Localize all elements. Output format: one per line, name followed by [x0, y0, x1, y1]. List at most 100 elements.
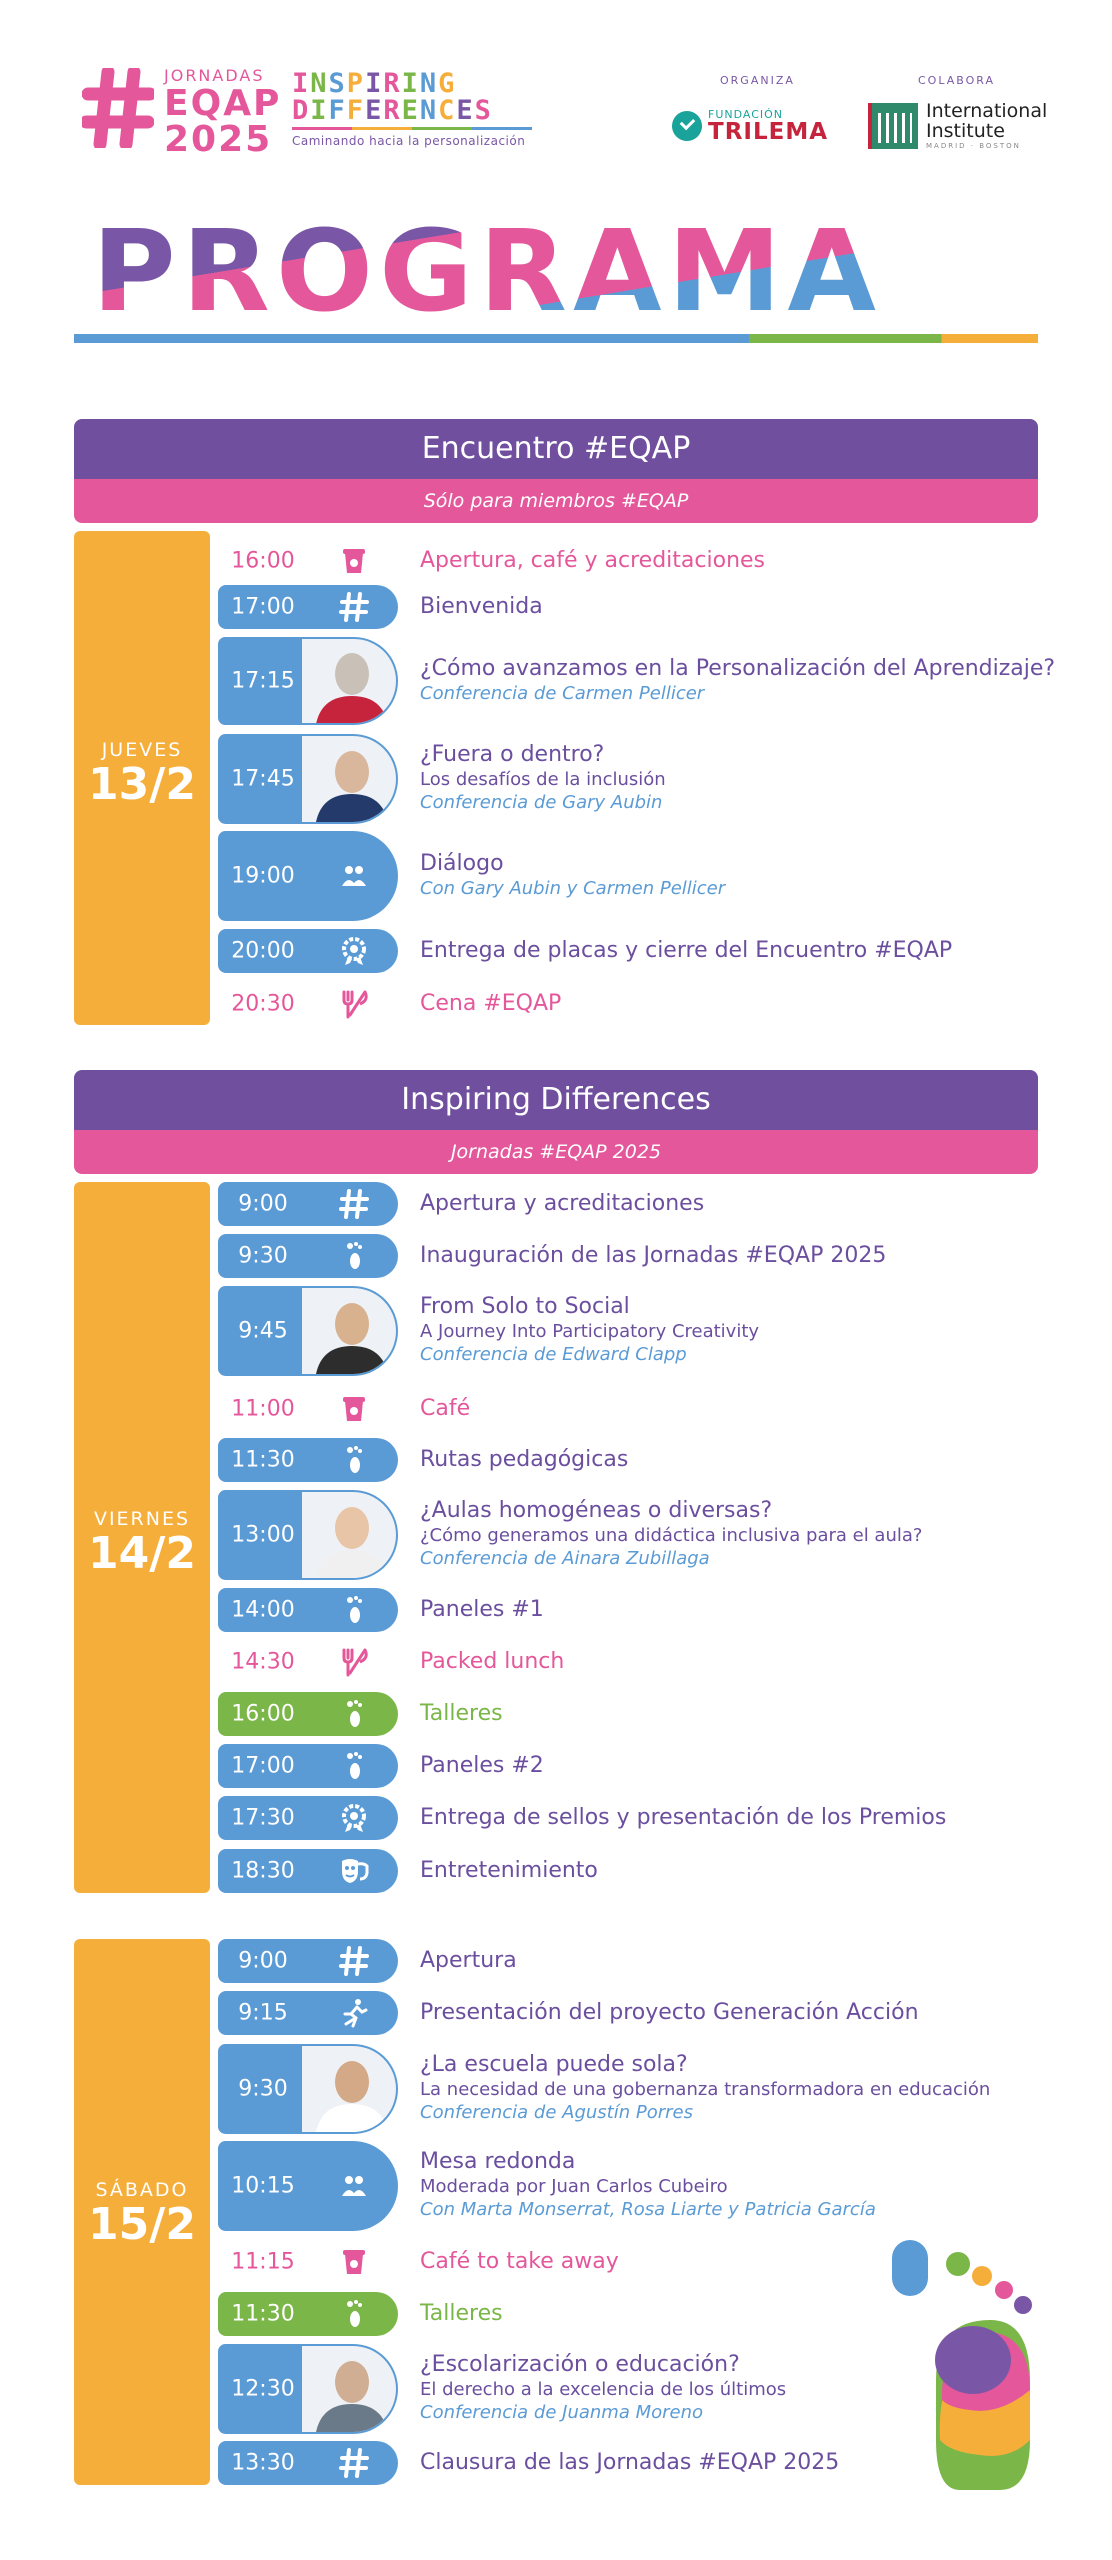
event-details: Mesa redonda Moderada por Juan Carlos Cub… [420, 2149, 1060, 2222]
people-icon [338, 2170, 370, 2202]
event-details: ¿La escuela puede sola? La necesidad de u… [420, 2052, 1060, 2125]
award-badge-icon [338, 1802, 370, 1834]
event-details: Talleres [420, 2301, 1060, 2327]
event-title: Presentación del proyecto Generación Acc… [420, 1999, 919, 2025]
event-title: Mesa redonda [420, 2148, 576, 2174]
event-time: 20:00 [231, 938, 295, 964]
coffee-cup-icon [338, 2246, 370, 2278]
event-details: Apertura y acreditaciones [420, 1191, 1060, 1217]
event-time: 10:15 [231, 2173, 295, 2199]
event-details: Entrega de placas y cierre del Encuentro… [420, 938, 1060, 964]
event-time: 16:00 [231, 548, 295, 574]
time-pill: 14:30 [218, 1640, 398, 1684]
event-title: Entrega de sellos y presentación de los … [420, 1804, 947, 1830]
event-subtitle: El derecho a la excelencia de los último… [420, 2378, 787, 2400]
event-time: 17:30 [231, 1805, 295, 1831]
event-subtitle: A Journey Into Participatory Creativity [420, 1320, 760, 1342]
time-pill: 10:15 [218, 2141, 398, 2231]
event-subtitle: La necesidad de una gobernanza transform… [420, 2078, 991, 2100]
speaker-photo [302, 736, 396, 822]
event-details: Paneles #1 [420, 1597, 1060, 1623]
event-title: ¿Fuera o dentro? [420, 741, 605, 767]
cutlery-icon [338, 1646, 370, 1678]
award-badge-icon [338, 935, 370, 967]
event-time: 13:30 [231, 2450, 295, 2476]
footprint-icon [338, 1444, 370, 1476]
event-time: 17:00 [231, 594, 295, 620]
day-name: JUEVES [101, 739, 183, 761]
hashtag-icon [338, 591, 370, 623]
intl-sub: MADRID · BOSTON [926, 141, 1021, 150]
event-time: 9:00 [238, 1191, 288, 1217]
year-label: 2025 [164, 119, 273, 160]
event-title: Apertura, café y acreditaciones [420, 547, 766, 573]
time-pill: 18:30 [218, 1849, 398, 1893]
event-subtitle: ¿Cómo generamos una didáctica inclusiva … [420, 1524, 923, 1546]
time-pill: 12:30 [218, 2344, 398, 2434]
event-title: Inauguración de las Jornadas #EQAP 2025 [420, 1242, 887, 1268]
time-pill: 20:00 [218, 929, 398, 973]
day-panel-jueves: JUEVES 13/2 [74, 531, 210, 1025]
event-title: Entrega de placas y cierre del Encuentro… [420, 937, 953, 963]
time-pill: 17:00 [218, 1744, 398, 1788]
event-time: 14:30 [231, 1649, 295, 1675]
logo-color-bar [292, 127, 532, 130]
day-name: VIERNES [93, 1508, 191, 1530]
time-pill: 11:30 [218, 1438, 398, 1482]
speaker-photo [302, 639, 396, 723]
theater-mask-icon [338, 1855, 370, 1887]
event-credit: Conferencia de Carmen Pellicer [420, 682, 705, 704]
event-details: Clausura de las Jornadas #EQAP 2025 [420, 2450, 1060, 2476]
event-time: 12:30 [231, 2376, 295, 2402]
jornadas-label: JORNADAS [164, 66, 265, 85]
section-header-encuentro: Encuentro #EQAP [74, 419, 1038, 479]
time-pill: 13:30 [218, 2441, 398, 2485]
event-details: Presentación del proyecto Generación Acc… [420, 2000, 1060, 2026]
event-time: 11:30 [231, 2301, 295, 2327]
event-title: Café to take away [420, 2248, 619, 2274]
time-pill: 9:45 [218, 1286, 398, 1376]
coffee-cup-icon [338, 1393, 370, 1425]
time-pill: 14:00 [218, 1588, 398, 1632]
event-title: Diálogo [420, 850, 504, 876]
time-pill: 11:00 [218, 1387, 398, 1431]
time-pill: 20:30 [218, 982, 398, 1026]
event-details: Apertura, café y acreditaciones [420, 548, 1060, 574]
speaker-photo [302, 2346, 396, 2432]
event-title: Cena #EQAP [420, 990, 562, 1016]
event-title: ¿La escuela puede sola? [420, 2051, 688, 2077]
event-credit: Conferencia de Edward Clapp [420, 1344, 687, 1366]
day-date: 13/2 [88, 759, 196, 810]
event-details: ¿Escolarización o educación? El derecho a… [420, 2352, 1060, 2425]
event-time: 9:45 [238, 1318, 288, 1344]
trilema-name: TRILEMA [708, 119, 829, 145]
event-time: 19:00 [231, 863, 295, 889]
event-credit: Con Gary Aubin y Carmen Pellicer [420, 877, 726, 899]
event-time: 11:00 [231, 1396, 295, 1422]
event-details: Cena #EQAP [420, 991, 1060, 1017]
day-date: 14/2 [88, 1528, 196, 1579]
event-time: 9:00 [238, 1948, 288, 1974]
event-time: 11:30 [231, 1447, 295, 1473]
event-details: Rutas pedagógicas [420, 1447, 1060, 1473]
event-details: Paneles #2 [420, 1753, 1060, 1779]
eqap-hashtag-logo-icon [82, 68, 154, 148]
intl-line2: Institute [926, 119, 1005, 142]
page-title-text: PROGRAMA [92, 222, 882, 318]
building-icon [868, 102, 918, 149]
event-credit: Conferencia de Juanma Moreno [420, 2402, 704, 2424]
time-pill: 9:00 [218, 1182, 398, 1226]
inspiring-word: INSPIRING [292, 68, 457, 99]
title-rule [74, 334, 1038, 343]
cutlery-icon [338, 988, 370, 1020]
logo-tagline: Caminando hacia la personalización [292, 134, 526, 148]
footprint-icon [338, 1698, 370, 1730]
coffee-cup-icon [338, 545, 370, 577]
footprint-icon [338, 1240, 370, 1272]
footprint-icon [338, 2298, 370, 2330]
event-title: Apertura [420, 1947, 517, 1973]
event-details: Entrega de sellos y presentación de los … [420, 1805, 1060, 1831]
footprint-icon [338, 1594, 370, 1626]
event-time: 9:15 [238, 2000, 288, 2026]
event-title: ¿Aulas homogéneas o diversas? [420, 1497, 773, 1523]
